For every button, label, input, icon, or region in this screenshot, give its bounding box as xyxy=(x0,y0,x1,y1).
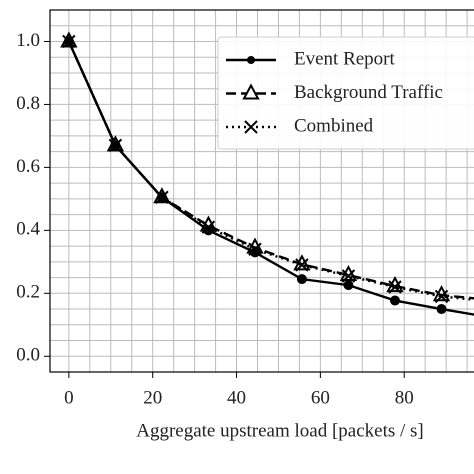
legend-box xyxy=(217,36,474,150)
line xyxy=(67,40,474,300)
x-tick-label: 60 xyxy=(311,387,330,408)
point xyxy=(343,280,354,291)
y-tick-label: 0.2 xyxy=(16,282,40,303)
point xyxy=(106,135,125,152)
y-tick-label: 0.6 xyxy=(16,156,40,177)
point xyxy=(434,289,449,304)
point xyxy=(295,258,309,272)
line xyxy=(67,40,474,316)
point xyxy=(341,269,356,283)
legend-marker xyxy=(244,120,258,134)
y-tick-label: 0.4 xyxy=(16,219,40,240)
legend-label: Background Traffic xyxy=(294,82,443,103)
point xyxy=(201,220,216,234)
legend-marker xyxy=(242,83,260,100)
x-tick-label: 40 xyxy=(227,387,246,408)
legend-label: Event Report xyxy=(294,48,396,69)
point xyxy=(155,190,169,205)
point xyxy=(108,138,123,153)
point xyxy=(62,34,76,49)
point xyxy=(248,242,262,256)
point xyxy=(436,304,447,315)
legend-marker xyxy=(247,56,255,64)
x-tick-label: 80 xyxy=(395,387,414,408)
y-tick-label: 0.8 xyxy=(16,93,40,114)
plot-frame xyxy=(49,9,474,373)
legend-label: Combined xyxy=(294,115,374,136)
x-tick-label: 0 xyxy=(64,387,74,408)
x-axis-label: Aggregate upstream load [packets / s] xyxy=(136,420,424,441)
point xyxy=(296,274,307,285)
x-tick-label: 20 xyxy=(143,387,162,408)
point xyxy=(60,31,78,48)
y-tick-label: 1.0 xyxy=(16,30,40,51)
y-tick-label: 0.0 xyxy=(16,345,40,366)
point xyxy=(389,295,400,306)
point xyxy=(388,280,402,294)
point xyxy=(153,187,171,204)
